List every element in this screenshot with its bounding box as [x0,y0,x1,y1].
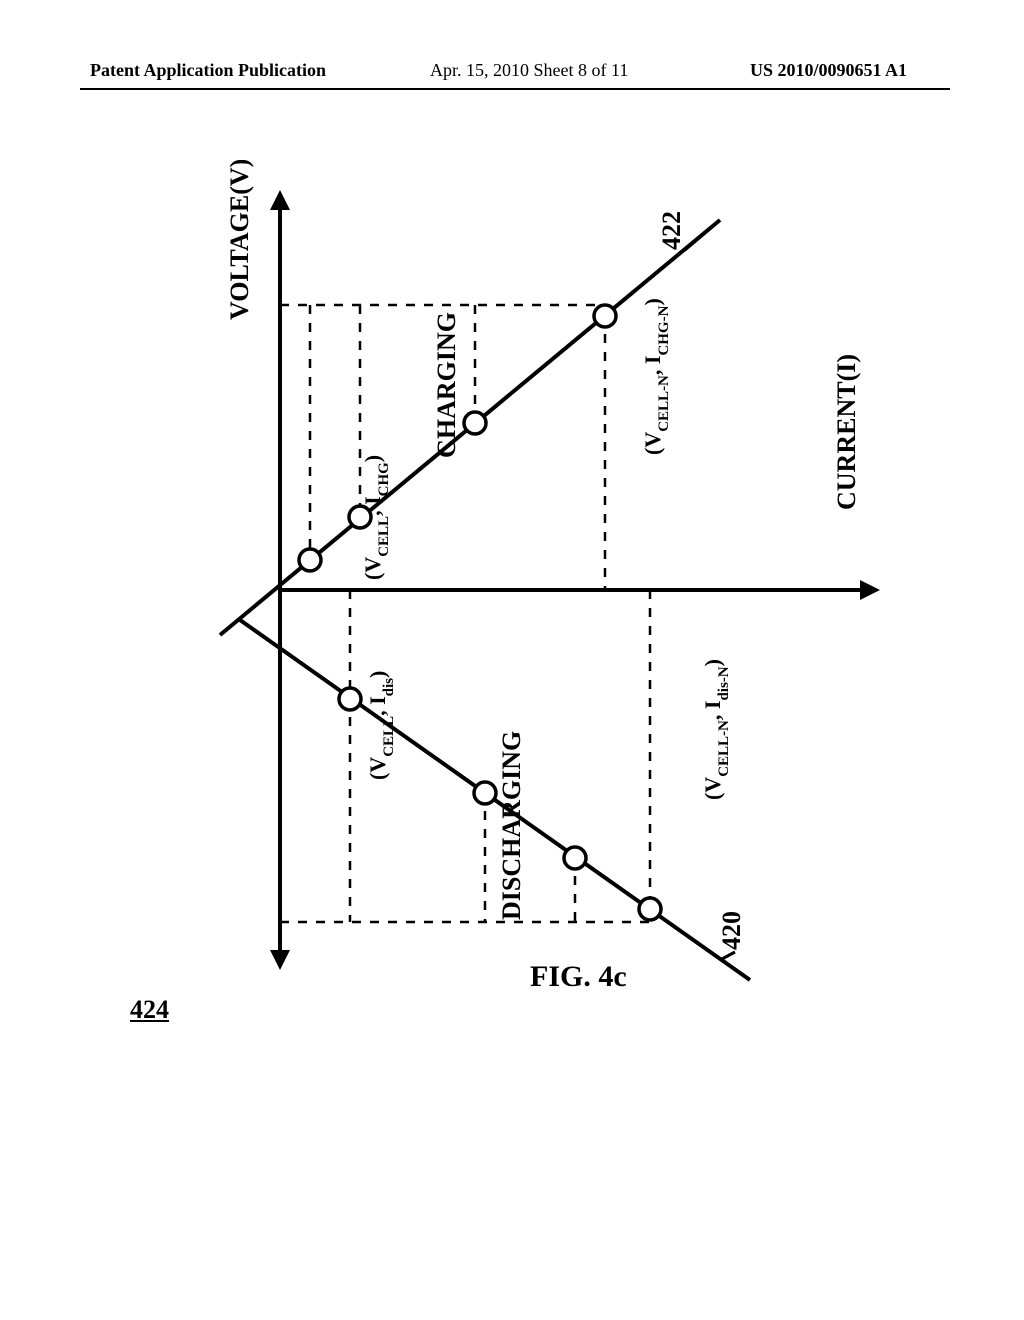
figure-label: FIG. 4c [530,960,627,994]
header-rule [80,88,950,90]
svg-text:(VCELL-N, Idis-N): (VCELL-N, Idis-N) [700,659,732,800]
graph-svg: VOLTAGE(V) CURRENT(I) CHARGING DISCHARGING 4… [210,160,930,1020]
svg-text:CURRENT(I): CURRENT(I) [832,354,861,510]
svg-text:CHARGING: CHARGING [432,312,461,458]
svg-text:420: 420 [717,911,746,950]
voltage-current-graph: VOLTAGE(V) CURRENT(I) CHARGING DISCHARGING 4… [210,160,910,1010]
svg-text:(VCELL, Idis): (VCELL, Idis) [365,671,397,780]
header-center: Apr. 15, 2010 Sheet 8 of 11 [430,60,628,81]
svg-text:(VCELL-N, ICHG-N): (VCELL-N, ICHG-N) [640,298,672,455]
header-right: US 2010/0090651 A1 [750,60,907,81]
svg-text:VOLTAGE(V): VOLTAGE(V) [225,160,254,320]
figure-reference-number: 424 [130,995,169,1025]
header-left: Patent Application Publication [90,60,326,81]
svg-text:422: 422 [657,211,686,250]
svg-text:DISCHARGING: DISCHARGING [497,731,526,920]
